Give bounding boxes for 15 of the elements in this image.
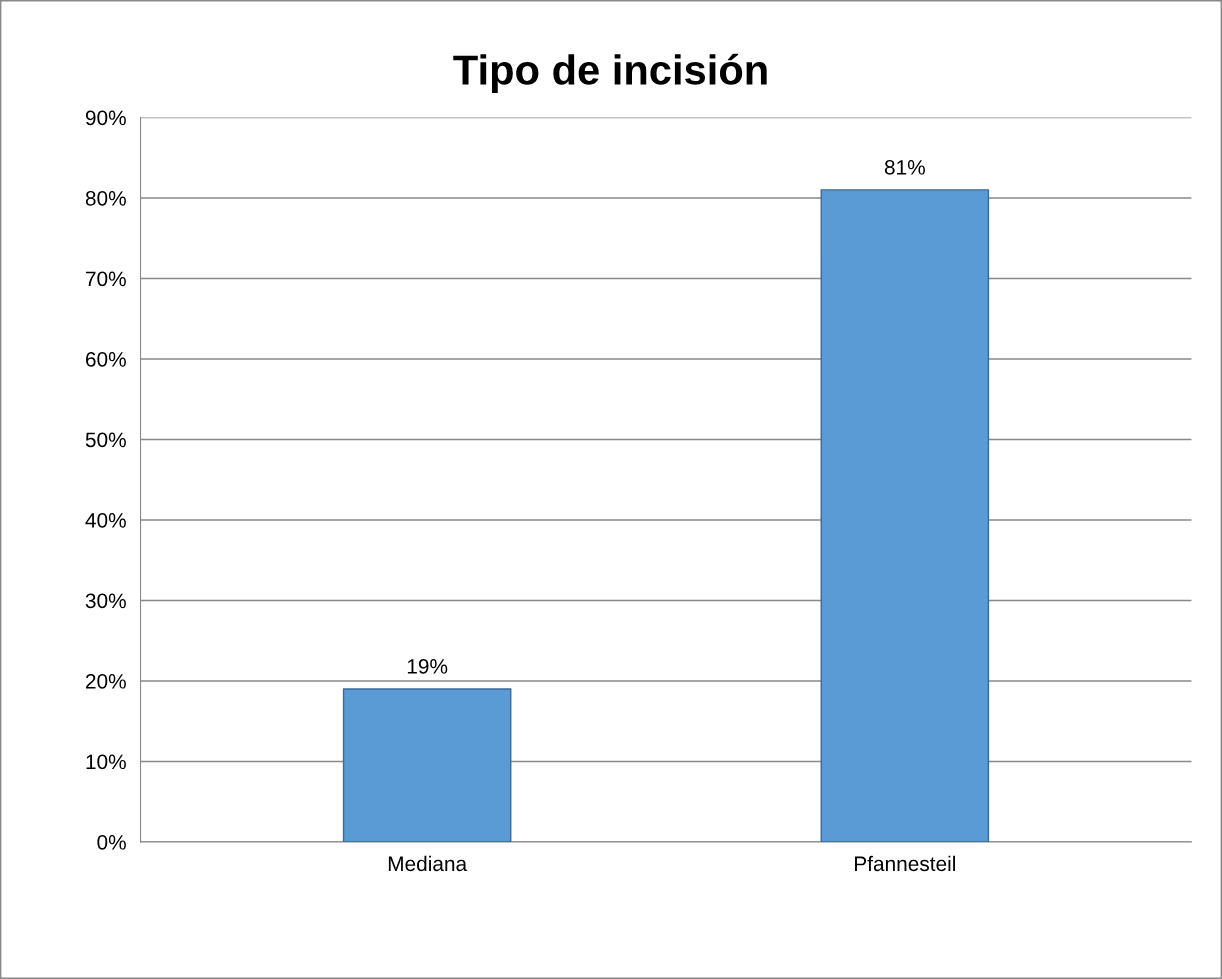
y-tick-label: 80% bbox=[85, 190, 126, 206]
y-tick-label: 40% bbox=[85, 512, 126, 528]
data-label: 19% bbox=[407, 659, 448, 674]
y-tick-label: 30% bbox=[85, 593, 126, 609]
y-tick-label: 0% bbox=[97, 834, 126, 850]
y-tick-label: 50% bbox=[85, 432, 126, 448]
y-tick-label: 70% bbox=[86, 271, 126, 287]
x-tick-label: Mediana bbox=[388, 855, 468, 872]
y-tick-label: 20% bbox=[85, 673, 126, 689]
x-tick-label: Pfannesteil bbox=[855, 855, 955, 872]
data-label: 81% bbox=[884, 159, 925, 175]
chart-title: Tipo de incisión bbox=[453, 53, 767, 94]
y-tick-label: 90% bbox=[85, 110, 126, 126]
y-tick-label: 10% bbox=[86, 754, 126, 770]
y-tick-label: 60% bbox=[86, 351, 126, 367]
